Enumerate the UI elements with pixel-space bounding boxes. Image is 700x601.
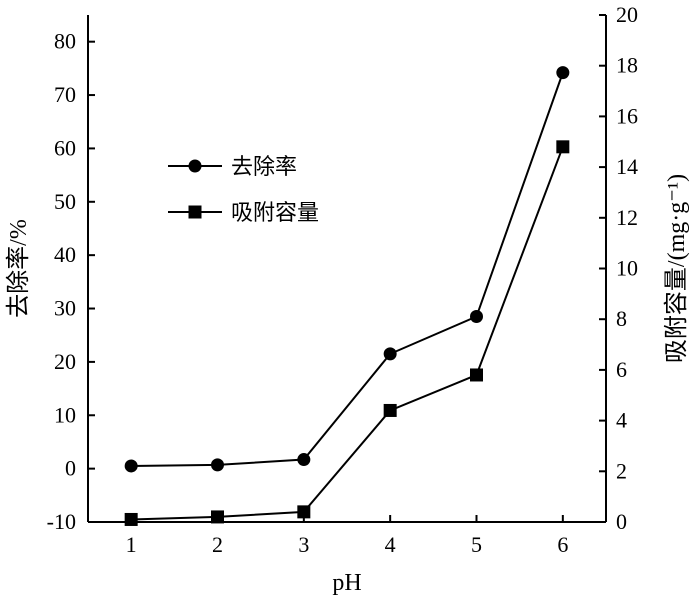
y-left-tick-label: 0 bbox=[65, 456, 76, 481]
y-left-tick-label: 60 bbox=[54, 135, 76, 160]
adsorption-capacity-point bbox=[124, 512, 138, 526]
removal-rate-point bbox=[124, 459, 138, 473]
y-right-tick-label: 4 bbox=[616, 408, 627, 433]
y-right-tick-label: 16 bbox=[616, 103, 638, 128]
ticks: 1 2 3 4 5 6-100102030405060708002468101214161… bbox=[47, 2, 638, 557]
y-right-tick-label: 18 bbox=[616, 53, 638, 78]
y-left-tick-label: 40 bbox=[54, 242, 76, 267]
adsorption-capacity-point bbox=[470, 368, 483, 382]
removal-rate-point bbox=[470, 310, 483, 324]
adsorption-capacity-line bbox=[131, 146, 564, 521]
x-axis-title: pH bbox=[332, 570, 361, 596]
legend-removal-rate-label: 去除率 bbox=[231, 154, 297, 179]
removal-rate-point bbox=[383, 347, 397, 361]
x-tick-label: 5 bbox=[471, 532, 482, 557]
y-left-axis-title: 去除率/% bbox=[5, 219, 32, 318]
y-right-tick-label: 2 bbox=[616, 458, 627, 483]
x-tick-label: 4 bbox=[385, 532, 396, 557]
y-right-tick-label: 6 bbox=[616, 357, 627, 382]
x-tick-label: 3 bbox=[298, 532, 309, 557]
y-left-tick-label: -10 bbox=[47, 509, 76, 534]
adsorption-capacity-point bbox=[211, 510, 224, 524]
y-right-tick-label: 0 bbox=[616, 509, 627, 534]
y-right-tick-label: 12 bbox=[616, 205, 638, 230]
adsorption-capacity-point bbox=[556, 140, 570, 154]
y-right-tick-label: 20 bbox=[616, 2, 638, 27]
y-left-tick-label: 80 bbox=[54, 29, 76, 54]
legend-removal-rate-marker bbox=[188, 159, 202, 173]
y-left-tick-label: 10 bbox=[54, 402, 76, 427]
axes bbox=[87, 15, 607, 523]
y-left-tick-label: 20 bbox=[54, 349, 76, 374]
y-right-tick-label: 14 bbox=[616, 154, 638, 179]
removal-rate-point bbox=[211, 458, 224, 472]
y-right-axis-title: 吸附容量/(mg·g⁻¹) bbox=[663, 174, 690, 363]
y-right-tick-label: 10 bbox=[616, 256, 638, 281]
legend-adsorption-capacity-marker bbox=[188, 205, 202, 219]
y-left-tick-label: 70 bbox=[54, 82, 76, 107]
x-tick-label: 2 bbox=[212, 532, 223, 557]
axis-titles: pH 去除率/% 吸附容量/(mg·g⁻¹) bbox=[5, 174, 690, 596]
x-tick-label: 1 bbox=[126, 532, 137, 557]
removal-rate-line bbox=[131, 72, 564, 467]
removal-rate-point bbox=[297, 453, 311, 467]
adsorption-capacity-point bbox=[297, 505, 311, 519]
x-tick-label: 6 bbox=[557, 532, 568, 557]
series-layer bbox=[124, 66, 570, 526]
y-right-tick-label: 8 bbox=[616, 306, 627, 331]
removal-rate-point bbox=[556, 66, 570, 80]
adsorption-capacity-point bbox=[383, 403, 397, 417]
y-left-tick-label: 30 bbox=[54, 296, 76, 321]
legend-adsorption-capacity-label: 吸附容量 bbox=[231, 200, 319, 225]
y-left-tick-label: 50 bbox=[54, 189, 76, 214]
